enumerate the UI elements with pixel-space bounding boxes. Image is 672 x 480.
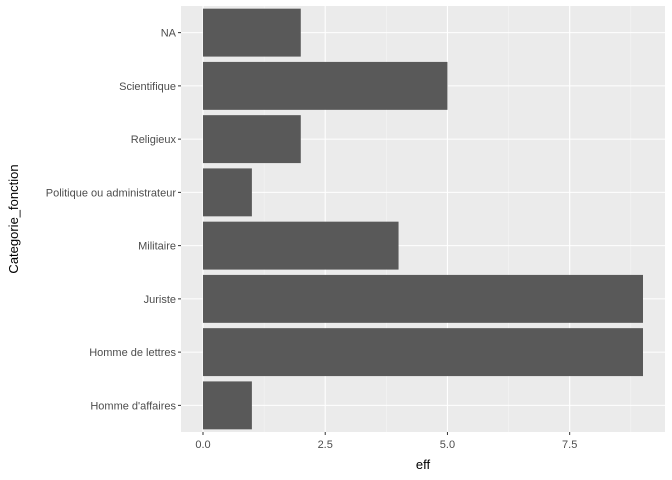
x-tick-label: 7.5 (562, 439, 577, 451)
y-tick-label: Scientifique (119, 81, 176, 93)
bar-juriste (203, 274, 643, 323)
bar-politique-ou-administrateur (203, 168, 252, 217)
x-tick-label: 2.5 (318, 439, 333, 451)
x-tick-label: 5.0 (440, 439, 455, 451)
bar-scientifique (203, 61, 448, 110)
y-tick-label: Militaire (138, 241, 176, 253)
bar-homme-d-affaires (203, 381, 252, 430)
y-tick-label: NA (161, 28, 177, 40)
y-axis-title: Categorie_fonction (6, 164, 21, 273)
bar-homme-de-lettres (203, 328, 643, 377)
y-tick-label: Homme d'affaires (90, 400, 176, 412)
bar-na (203, 8, 301, 57)
x-tick-label: 0.0 (195, 439, 210, 451)
y-axis-ticks: NA Scientifique Religieux Politique ou admi… (46, 28, 181, 412)
y-tick-label: Politique ou administrateur (46, 187, 177, 199)
x-axis-title: eff (416, 457, 431, 472)
bar-militaire (203, 221, 399, 270)
bars (203, 8, 643, 430)
y-tick-label: Religieux (131, 134, 177, 146)
x-axis-ticks: 0.0 2.5 5.0 7.5 (195, 432, 577, 451)
y-tick-label: Juriste (144, 294, 176, 306)
y-tick-label: Homme de lettres (89, 347, 176, 359)
bar-religieux (203, 115, 301, 164)
